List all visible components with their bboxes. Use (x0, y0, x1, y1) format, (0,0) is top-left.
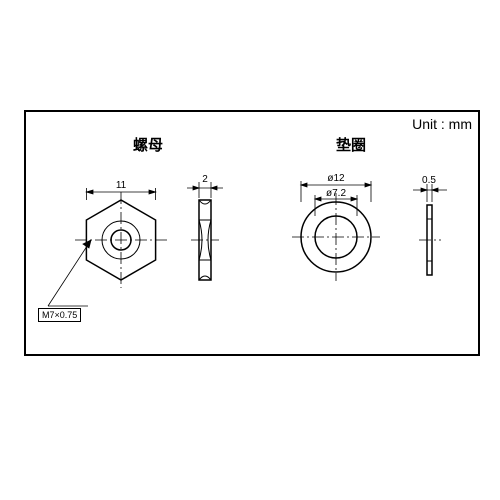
page: Unit : mm 螺母 垫圈 11 (0, 0, 500, 500)
nut-side-view: 2 (181, 172, 231, 292)
unit-label: Unit : mm (412, 116, 472, 132)
washer-side-view: 0.5 (401, 172, 461, 292)
nut-thread-leader (36, 180, 126, 320)
washer-front-view: ø12 ø7.2 (281, 172, 391, 302)
title-nut: 螺母 (133, 134, 163, 155)
dim-washer-thick-text: 0.5 (422, 175, 436, 186)
drawing-frame: Unit : mm 螺母 垫圈 11 (24, 110, 480, 356)
title-washer: 垫圈 (336, 134, 366, 155)
dim-nut-thick: 2 (187, 174, 223, 198)
nut-thread-note: M7×0.75 (38, 308, 81, 322)
dim-washer-thick: 0.5 (413, 175, 447, 202)
dim-washer-outer-text: ø12 (327, 173, 345, 184)
dim-nut-thick-text: 2 (202, 174, 208, 185)
